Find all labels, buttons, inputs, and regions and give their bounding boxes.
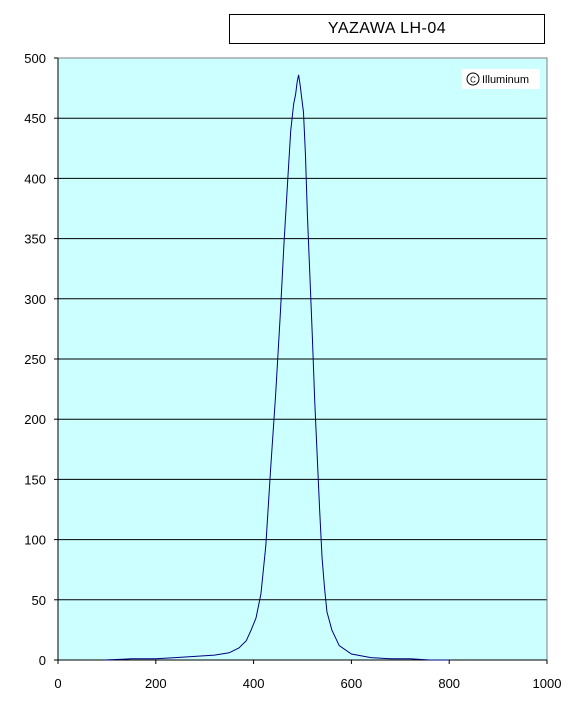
y-tick-label: 100 xyxy=(24,533,46,548)
x-tick-label: 600 xyxy=(341,676,363,691)
y-tick-label: 50 xyxy=(32,593,46,608)
chart-title: YAZAWA LH-04 xyxy=(229,14,545,44)
watermark-label: Illuminum xyxy=(482,74,529,86)
y-tick-label: 400 xyxy=(24,171,46,186)
copyright-icon xyxy=(466,72,480,86)
series-line xyxy=(104,74,450,661)
svg-text:C: C xyxy=(470,76,476,85)
x-tick-label: 0 xyxy=(54,676,61,691)
x-tick-label: 200 xyxy=(145,676,167,691)
y-tick-label: 350 xyxy=(24,232,46,247)
y-axis-ticks: 0 50 100 150 200 250 300 350 400 450 500 xyxy=(24,51,58,668)
x-tick-label: 800 xyxy=(438,676,460,691)
x-tick-label: 400 xyxy=(243,676,265,691)
y-tick-label: 450 xyxy=(24,111,46,126)
y-tick-label: 300 xyxy=(24,292,46,307)
y-tick-label: 250 xyxy=(24,352,46,367)
x-axis-ticks: 0 200 400 600 800 1000 xyxy=(54,660,561,691)
y-tick-label: 0 xyxy=(39,653,46,668)
x-tick-label: 1000 xyxy=(533,676,562,691)
watermark: C Illuminum xyxy=(462,69,540,89)
y-tick-label: 200 xyxy=(24,412,46,427)
y-tick-label: 150 xyxy=(24,472,46,487)
y-tick-label: 500 xyxy=(24,51,46,66)
